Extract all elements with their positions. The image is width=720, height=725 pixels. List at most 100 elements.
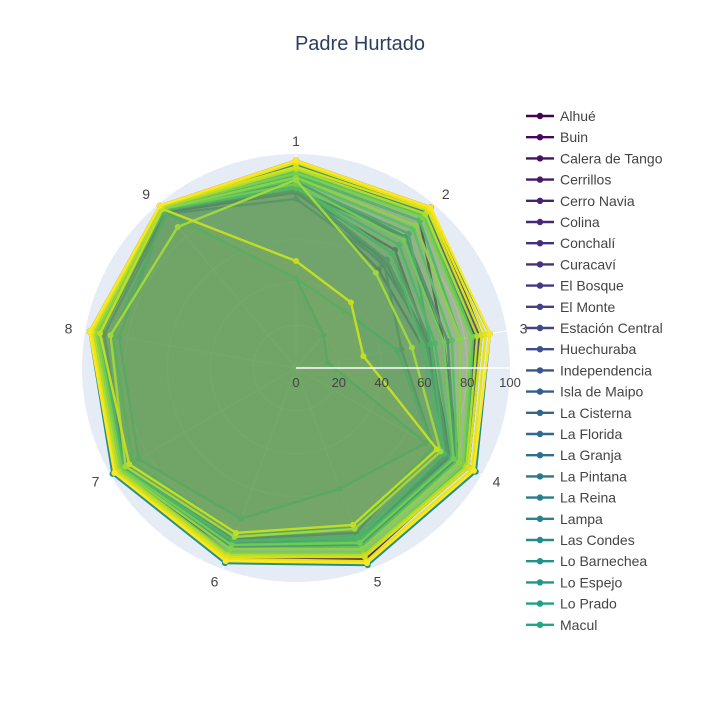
radial-tick-label: 0 [292, 375, 299, 390]
legend-item[interactable]: La Granja [526, 447, 622, 463]
data-point [457, 336, 464, 342]
legend-label: Buin [560, 129, 588, 145]
axis-label: 8 [65, 321, 73, 337]
legend-item[interactable]: Las Condes [526, 532, 635, 548]
data-point [427, 204, 434, 211]
data-point [470, 467, 477, 474]
data-point [293, 185, 299, 192]
data-point [324, 359, 331, 366]
legend-item[interactable]: La Reina [526, 490, 616, 506]
axis-label: 6 [211, 573, 219, 589]
legend-item[interactable]: Colina [526, 214, 600, 230]
legend-swatch-marker [536, 218, 544, 226]
legend-item[interactable]: Curacaví [526, 256, 616, 272]
data-point [394, 347, 401, 354]
series-layer [86, 157, 493, 569]
data-point [293, 195, 299, 202]
data-point [433, 446, 440, 453]
legend-swatch-marker [536, 515, 544, 522]
legend-item[interactable]: Independencia [526, 362, 652, 378]
axis-label: 4 [493, 474, 501, 490]
legend-label: Conchalí [560, 235, 615, 251]
legend-label: Cerro Navia [560, 193, 635, 209]
legend-item[interactable]: El Bosque [526, 278, 624, 294]
legend-label: Lampa [560, 511, 603, 527]
legend-swatch-marker [536, 388, 544, 395]
legend-item[interactable]: Alhué [526, 108, 596, 124]
legend-label: La Cisterna [560, 405, 632, 421]
legend-item[interactable]: La Florida [526, 426, 622, 442]
legend-item[interactable]: La Cisterna [526, 405, 632, 421]
legend-swatch-marker [536, 240, 544, 247]
legend-label: La Granja [560, 447, 622, 463]
legend-swatch-marker [536, 600, 544, 607]
data-point [222, 558, 229, 565]
series-line [94, 176, 462, 551]
axis-label: 7 [92, 474, 100, 490]
data-point [320, 332, 327, 339]
legend-label: Estación Central [560, 320, 663, 336]
data-point [227, 546, 234, 552]
legend-item[interactable]: Huechuraba [526, 341, 636, 357]
legend-item[interactable]: Conchalí [526, 235, 615, 251]
legend-item[interactable]: Macul [526, 617, 597, 633]
legend-item[interactable]: Isla de Maipo [526, 384, 643, 400]
radial-tick-label: 20 [332, 375, 346, 390]
data-point [348, 299, 354, 306]
legend-swatch-marker [536, 494, 544, 501]
legend-item[interactable]: La Pintana [526, 468, 627, 484]
legend-item[interactable]: Buin [526, 129, 588, 145]
legend-label: Macul [560, 617, 597, 633]
legend-item[interactable]: Cerro Navia [526, 193, 635, 209]
data-point [293, 258, 299, 264]
legend-item[interactable]: Lampa [526, 511, 603, 527]
legend-swatch-marker [536, 558, 544, 565]
series-line [88, 159, 492, 565]
legend-swatch-marker [536, 176, 544, 183]
legend-swatch-marker [536, 367, 544, 374]
legend-swatch-marker [536, 430, 544, 438]
series-line [117, 211, 427, 520]
data-point [389, 250, 396, 257]
data-point [356, 540, 363, 546]
data-point [107, 332, 114, 339]
data-point [450, 455, 457, 462]
data-point [336, 485, 343, 492]
legend-item[interactable]: Estación Central [526, 320, 663, 336]
legend-label: Calera de Tango [560, 150, 663, 166]
legend-label: Curacaví [560, 256, 616, 272]
series-line [111, 212, 435, 535]
legend-swatch-marker [536, 473, 544, 480]
legend-label: La Reina [560, 490, 616, 506]
legend-item[interactable]: Lo Espejo [526, 574, 622, 590]
data-point [238, 515, 245, 522]
data-point [233, 529, 239, 536]
legend-label: El Monte [560, 299, 615, 315]
legend-item[interactable]: Cerrillos [526, 172, 611, 188]
axis-label: 3 [520, 321, 528, 337]
legend-swatch-marker [536, 282, 544, 289]
chart-title: Padre Hurtado [295, 33, 425, 55]
legend-item[interactable]: El Monte [526, 299, 615, 315]
legend-swatch-marker [536, 134, 544, 141]
radial-tick-label: 80 [460, 375, 474, 390]
data-point [486, 330, 493, 337]
data-point [350, 521, 357, 528]
legend-swatch-marker [536, 452, 544, 459]
data-point [341, 307, 348, 314]
legend-item[interactable]: Lo Barnechea [526, 553, 647, 569]
angular-axis-labels: 1 2 3 4 5 6 7 8 9 [65, 133, 528, 589]
grid-spoke [158, 203, 297, 369]
series-line [98, 207, 439, 535]
legend-item[interactable]: Lo Prado [526, 596, 617, 612]
legend-label: Huechuraba [560, 341, 636, 357]
data-point [116, 333, 122, 340]
legend-label: Lo Espejo [560, 574, 622, 590]
data-point [174, 224, 181, 230]
legend: Alhué Buin Calera de Tango Cerrillos Cerro N… [526, 108, 663, 633]
legend-item[interactable]: Calera de Tango [526, 150, 663, 166]
data-point [396, 242, 403, 248]
legend-label: El Bosque [560, 278, 624, 294]
radial-tick-label: 40 [374, 375, 388, 390]
data-point [156, 202, 163, 209]
